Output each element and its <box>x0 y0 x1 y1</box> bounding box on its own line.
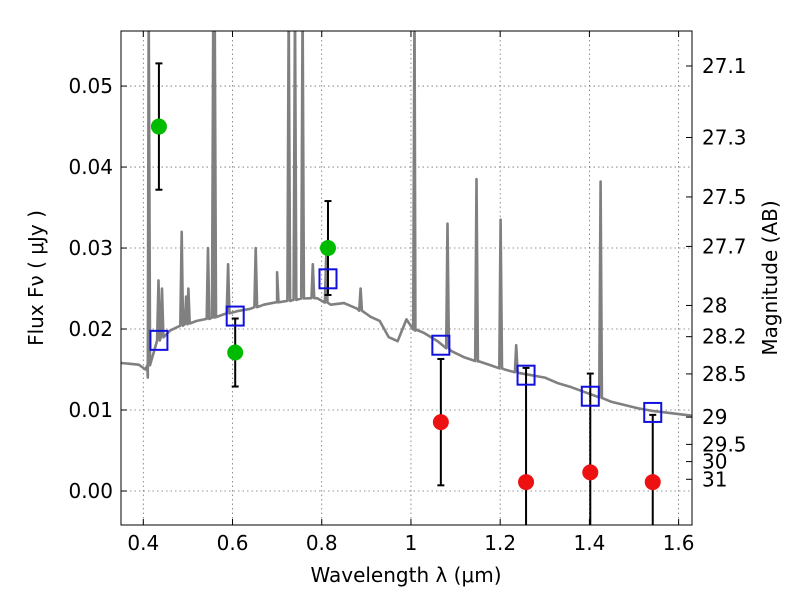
model-spectrum-line <box>121 31 692 417</box>
model-photometry-square <box>225 305 245 327</box>
right-tick-label: 27.7 <box>702 234 747 258</box>
right-tick-label: 28.5 <box>702 362 747 386</box>
flux-point <box>319 240 336 257</box>
model-photometry-square <box>318 268 338 290</box>
model-spectrum-layer <box>121 31 692 417</box>
photometry-layer <box>149 62 663 525</box>
y-axis-label-right: Magnitude (AB) <box>758 200 782 355</box>
right-tick-label: 29.5 <box>702 432 747 456</box>
right-tick-label: 27.3 <box>702 125 747 149</box>
right-tick-label: 27.1 <box>702 54 747 78</box>
x-tick-label: 1.2 <box>484 531 516 555</box>
y-tick-label: 0.02 <box>68 317 113 341</box>
y-tick-label: 0.03 <box>68 236 113 260</box>
x-axis-label: Wavelength λ (μm) <box>310 563 501 587</box>
right-tick-label: 28 <box>702 293 727 317</box>
x-tick-label: 0.4 <box>127 531 159 555</box>
y-tick-label: 0.04 <box>68 155 113 179</box>
flux-point <box>150 118 167 135</box>
axis-ticks: 0.4 0.6 0.8 1 1.2 1.4 1.6 0.00 0.01 0.02 0.03 0.04 0… <box>68 31 747 555</box>
x-tick-label: 1.4 <box>573 531 605 555</box>
model-photometry-square <box>580 385 600 407</box>
y-axis-label: Flux Fν ( μJy ) <box>24 210 48 346</box>
x-tick-label: 1 <box>405 531 418 555</box>
x-tick-label: 0.8 <box>306 531 338 555</box>
right-tick-label: 30 <box>702 450 727 474</box>
right-tick-label: 29 <box>702 405 727 429</box>
flux-point <box>227 344 244 361</box>
flux-point <box>432 414 449 431</box>
flux-point <box>582 464 599 481</box>
model-photometry-square <box>149 329 169 351</box>
x-tick-label: 1.6 <box>663 531 695 555</box>
model-photometry-square <box>516 364 536 386</box>
flux-point <box>518 474 535 491</box>
x-tick-label: 0.6 <box>217 531 249 555</box>
model-photometry-square <box>431 334 451 356</box>
flux-point <box>644 474 661 491</box>
y-tick-label: 0.05 <box>68 74 113 98</box>
model-photometry-square <box>643 401 663 423</box>
y-tick-label: 0.00 <box>68 479 113 503</box>
right-tick-label: 28.2 <box>702 325 747 349</box>
plot-frame <box>120 30 693 526</box>
right-tick-label: 31 <box>702 467 727 491</box>
right-tick-label: 27.5 <box>702 185 747 209</box>
y-tick-label: 0.01 <box>68 398 113 422</box>
